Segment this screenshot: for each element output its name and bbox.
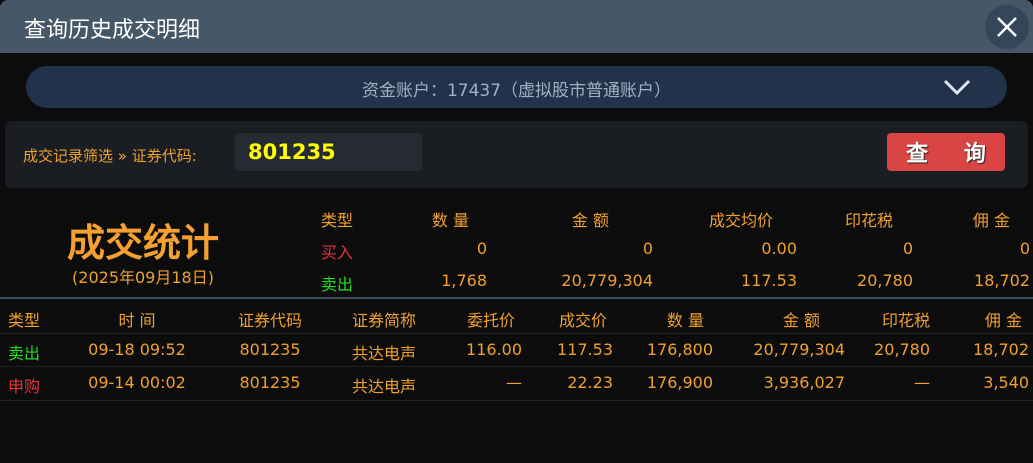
column-header-name: 证券简称 [351,311,416,330]
stats-header-tax: 印花税 [844,211,893,230]
column-header-type: 类型 [8,311,41,330]
row-divider [0,333,1033,334]
trade-amount: 3,936,027 [763,373,845,392]
row-divider [0,366,1033,367]
column-header-code: 证券代码 [237,311,302,330]
stats-header-amount: 金 额 [571,211,609,230]
trade-tax: 20,780 [874,340,930,359]
stats-title: 成交统计 [66,221,219,265]
trade-name: 共达电声 [351,377,416,396]
trade-name: 共达电声 [351,344,416,363]
title-bar: 查询历史成交明细 [0,0,1033,53]
trade-type: 卖出 [8,344,41,363]
stats-header-type: 类型 [321,211,354,230]
security-code-input[interactable] [235,133,422,171]
trade-fee: 18,702 [973,340,1029,359]
trade-order-price: — [506,373,522,392]
query-button[interactable]: 查 询 [887,133,1005,171]
stats-header-fee: 佣 金 [972,211,1010,230]
stats-avg: 0.00 [761,239,797,258]
stats-type: 卖出 [321,275,354,294]
stats-fee: 0 [1019,239,1030,258]
divider [0,297,1033,299]
trade-order-price: 116.00 [466,340,522,359]
stats-type: 买入 [321,243,354,262]
column-header-amount: 金 额 [782,311,820,330]
stats-avg: 117.53 [741,271,797,290]
stats-header-qty: 数 量 [431,211,469,230]
trade-tax: — [914,373,930,392]
trade-amount: 20,779,304 [753,340,845,359]
filter-label: 成交记录筛选 » 证券代码: [23,147,197,165]
account-label: 资金账户：17437（虚拟股市普通账户） [361,81,672,101]
trade-qty: 176,800 [646,340,713,359]
stats-amount: 20,779,304 [561,271,653,290]
filter-panel: 成交记录筛选 » 证券代码: 查 询 [5,121,1028,188]
trade-time: 09-14 00:02 [88,373,186,392]
trade-price: 22.23 [567,373,613,392]
row-divider [0,400,1033,401]
trade-fee: 3,540 [983,373,1029,392]
trade-qty: 176,900 [646,373,713,392]
chevron-down-icon [943,79,971,95]
stats-tax: 0 [902,239,913,258]
column-header-qty: 数 量 [666,311,704,330]
trade-time: 09-18 09:52 [88,340,186,359]
column-header-price: 成交价 [558,311,607,330]
column-header-time: 时 间 [118,311,156,330]
stats-date: (2025年09月18日) [72,268,214,287]
stats-header-avg: 成交均价 [708,211,773,230]
stats-fee: 18,702 [974,271,1030,290]
close-icon [997,17,1017,37]
column-header-fee: 佣 金 [984,311,1022,330]
window-title: 查询历史成交明细 [24,18,201,43]
trade-code: 801235 [239,340,301,359]
trade-type: 申购 [8,377,41,396]
close-button[interactable] [985,5,1029,49]
account-select[interactable]: 资金账户：17437（虚拟股市普通账户） [26,66,1007,108]
column-header-order_price: 委托价 [466,311,515,330]
stats-qty: 0 [476,239,487,258]
stats-qty: 1,768 [441,271,487,290]
column-header-tax: 印花税 [881,311,930,330]
stats-amount: 0 [642,239,653,258]
stats-tax: 20,780 [857,271,913,290]
trade-price: 117.53 [557,340,613,359]
trade-code: 801235 [239,373,301,392]
